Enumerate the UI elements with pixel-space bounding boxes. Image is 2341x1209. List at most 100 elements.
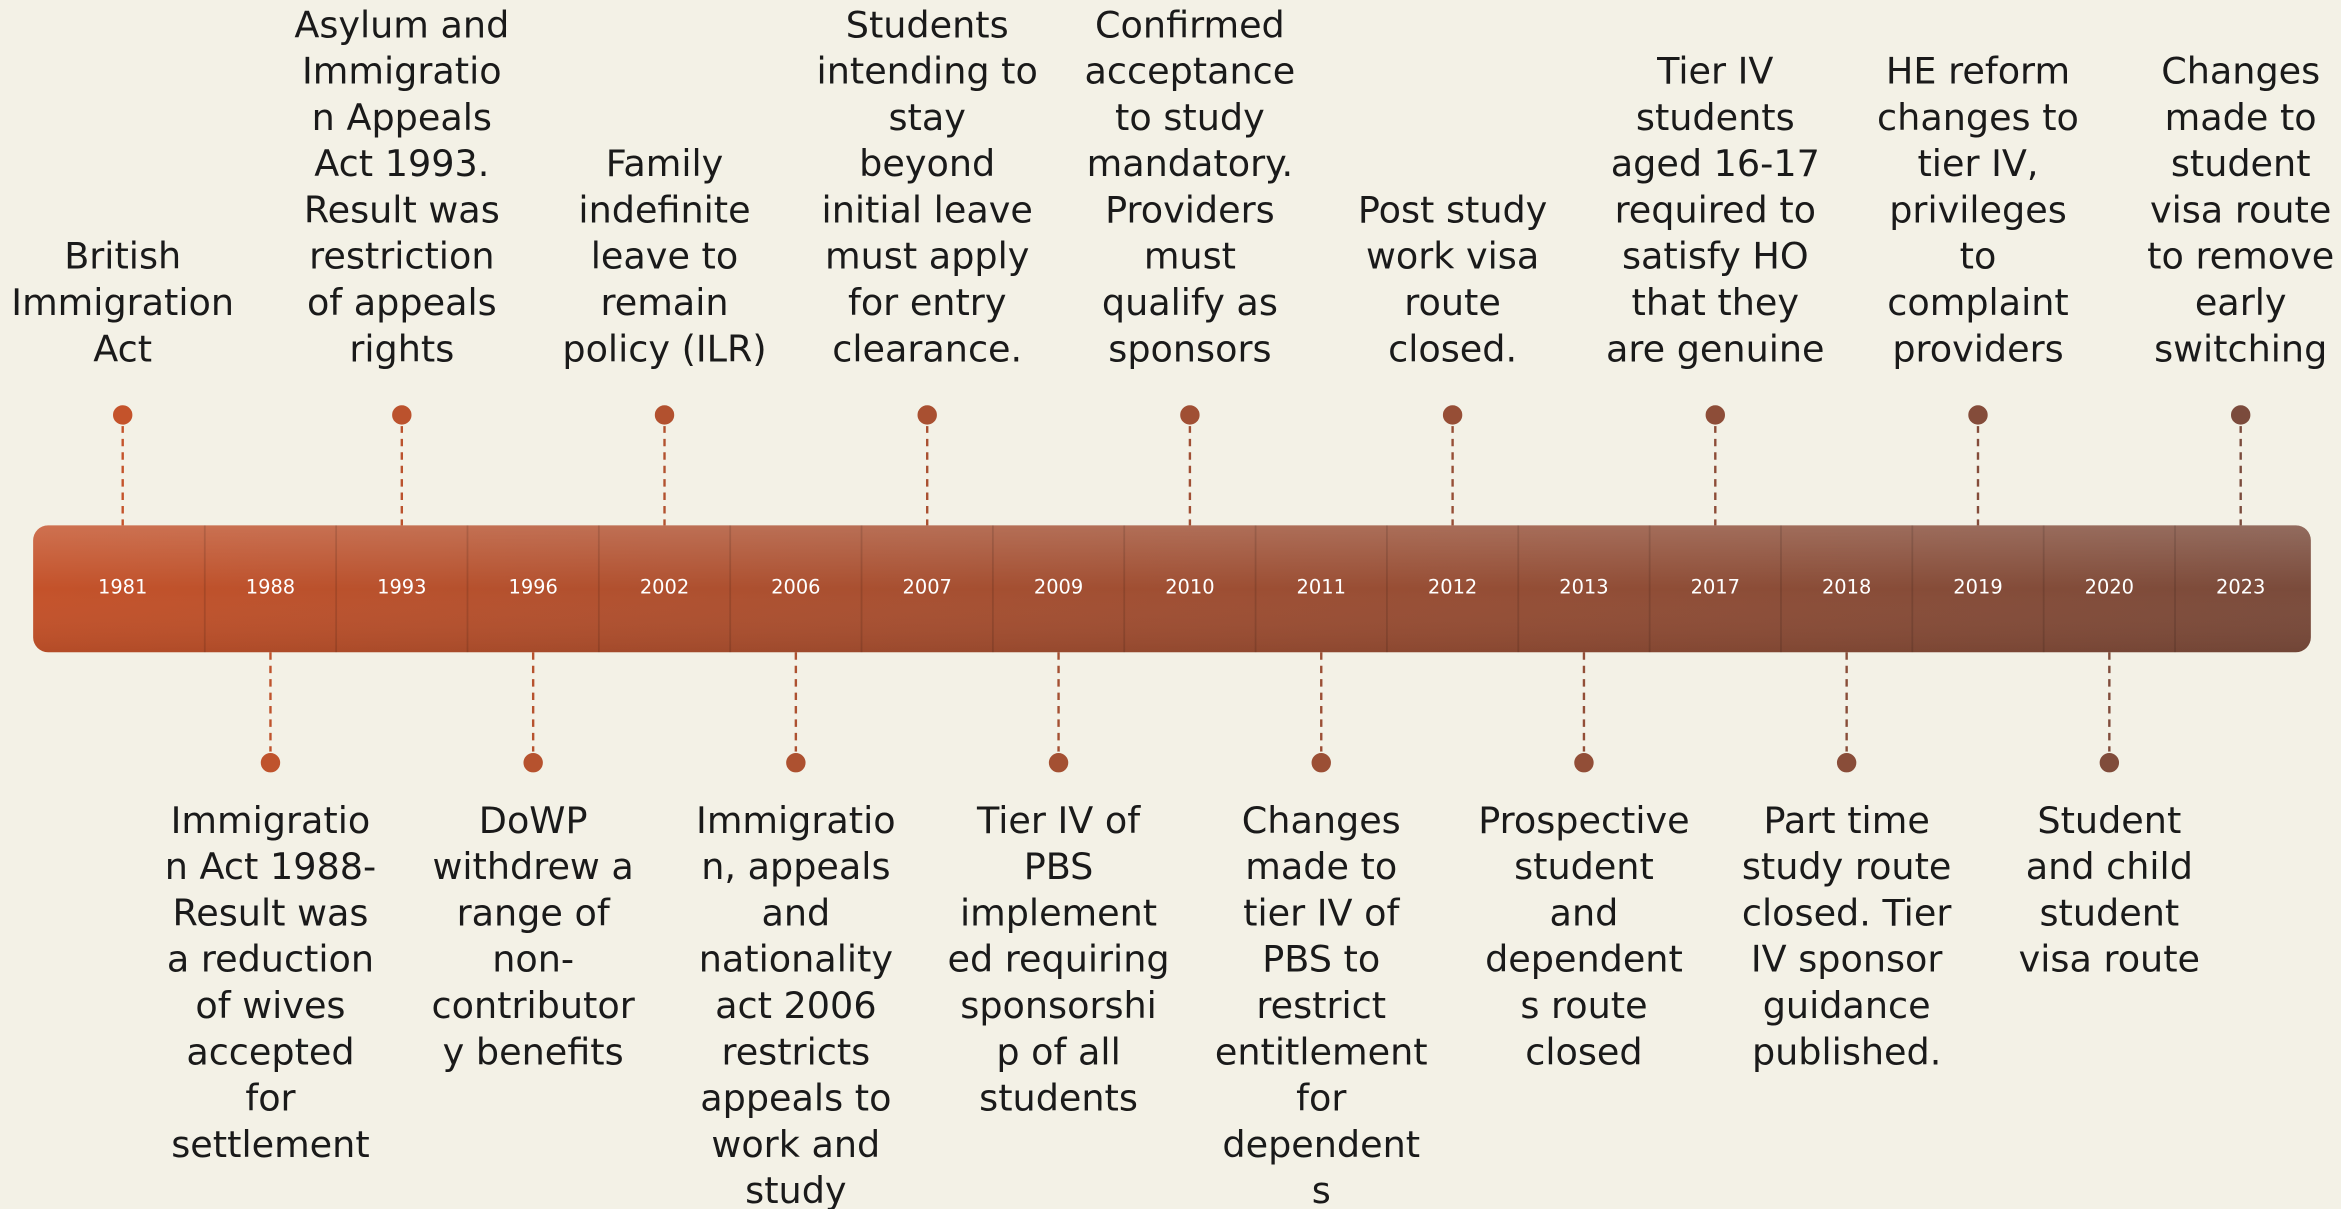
event-dot xyxy=(390,403,414,427)
event-text: student xyxy=(1514,845,1654,888)
event-text: PBS xyxy=(1024,845,1094,888)
event-text: Immigratio xyxy=(696,799,896,842)
event-text: Act xyxy=(93,327,152,370)
year-label: 2018 xyxy=(1822,576,1871,599)
event-text: required to xyxy=(1615,188,1816,231)
event-text: PBS to xyxy=(1262,938,1380,981)
event-text: Changes xyxy=(2161,50,2320,93)
event-text: Immigratio xyxy=(171,799,371,842)
year-label: 2002 xyxy=(640,576,689,599)
event-text: made to xyxy=(1245,845,1397,888)
event-text: restrict xyxy=(1256,984,1386,1027)
event-dot xyxy=(1704,403,1727,427)
year-label: 2017 xyxy=(1691,576,1740,599)
event-text: accepted xyxy=(186,1030,354,1073)
event-text: intending to xyxy=(817,50,1038,93)
event-dot xyxy=(1178,403,1202,427)
event-text: study route xyxy=(1742,845,1952,888)
event-text: to remove xyxy=(2147,235,2334,278)
year-label: 2020 xyxy=(2085,576,2134,599)
event-text: DoWP xyxy=(479,799,588,842)
event-dot xyxy=(521,751,545,774)
event-text: mandatory. xyxy=(1087,142,1294,185)
event-text: and xyxy=(761,891,830,934)
event-dot xyxy=(259,751,282,774)
event-text: Immigratio xyxy=(302,50,502,93)
event-text: s xyxy=(1312,1169,1331,1209)
year-label: 1988 xyxy=(246,576,295,599)
event-text: of wives xyxy=(195,984,345,1027)
event-text: Changes xyxy=(1242,799,1401,842)
event-dot xyxy=(653,403,676,427)
event-text: Confirmed xyxy=(1095,3,1285,46)
event-text: for xyxy=(245,1077,296,1120)
event-text: Post study xyxy=(1358,188,1547,231)
event-text: switching xyxy=(2154,327,2327,370)
event-text: closed. xyxy=(1388,327,1517,370)
event-text: changes to xyxy=(1877,96,2079,139)
event-text: of appeals xyxy=(307,281,497,324)
event-text: restriction xyxy=(309,235,494,278)
event-text: work and xyxy=(711,1123,880,1166)
year-label: 2012 xyxy=(1428,576,1477,599)
event-text: and xyxy=(1550,891,1619,934)
event-text: n Act 1988- xyxy=(165,845,376,888)
event-text: ed requiring xyxy=(948,938,1170,981)
event-text: providers xyxy=(1892,327,2063,370)
year-label: 2007 xyxy=(903,576,952,599)
event-text: Tier IV of xyxy=(976,799,1141,842)
event-text: for entry xyxy=(848,281,1007,324)
event-text: acceptance xyxy=(1085,50,1296,93)
event-text: British xyxy=(64,235,181,278)
event-text: Providers xyxy=(1105,188,1275,231)
event-dot xyxy=(111,403,134,427)
event-text: closed. Tier xyxy=(1742,891,1952,934)
event-text: must xyxy=(1144,235,1236,278)
event-text: are genuine xyxy=(1606,327,1825,370)
year-label: 2010 xyxy=(1165,576,1214,599)
event-text: privileges xyxy=(1889,188,2067,231)
event-text: a reduction xyxy=(167,938,374,981)
event-text: to study xyxy=(1115,96,1265,139)
event-text: nationality xyxy=(699,938,893,981)
event-dot xyxy=(1835,751,1858,774)
event-text: to xyxy=(1960,235,1997,278)
event-dot xyxy=(1572,751,1596,774)
event-text: appeals to xyxy=(700,1077,891,1120)
event-text: clearance. xyxy=(832,327,1022,370)
event-text: Result was xyxy=(304,188,500,231)
event-text: settlement xyxy=(171,1123,369,1166)
event-dot xyxy=(2229,403,2252,427)
event-text: n Appeals xyxy=(312,96,492,139)
event-text: leave to xyxy=(591,235,738,278)
event-text: Prospective xyxy=(1478,799,1689,842)
year-label: 1996 xyxy=(508,576,557,599)
event-text: remain xyxy=(600,281,728,324)
year-label: 2019 xyxy=(1953,576,2002,599)
event-text: dependent xyxy=(1485,938,1683,981)
year-label: 2009 xyxy=(1034,576,1083,599)
event-text: stay xyxy=(889,96,966,139)
event-dot xyxy=(1966,403,1990,427)
event-text: sponsors xyxy=(1108,327,1271,370)
event-text: s route xyxy=(1520,984,1647,1027)
event-text: Result was xyxy=(173,891,369,934)
event-dot xyxy=(916,403,939,427)
event-text: rights xyxy=(349,327,454,370)
event-text: dependent xyxy=(1222,1123,1420,1166)
event-text: p of all xyxy=(996,1030,1120,1073)
event-text: work visa xyxy=(1366,235,1539,278)
event-text: and child xyxy=(2026,845,2193,888)
event-text: indefinite xyxy=(578,188,750,231)
event-text: Part time xyxy=(1763,799,1929,842)
event-text: guidance xyxy=(1763,984,1931,1027)
event-dot xyxy=(1047,751,1070,774)
event-text: Immigration xyxy=(11,281,234,324)
event-text: aged 16-17 xyxy=(1611,142,1820,185)
event-text: y benefits xyxy=(443,1030,624,1073)
event-text: Family xyxy=(606,142,724,185)
event-text: that they xyxy=(1632,281,1799,324)
event-text: must apply xyxy=(825,235,1029,278)
